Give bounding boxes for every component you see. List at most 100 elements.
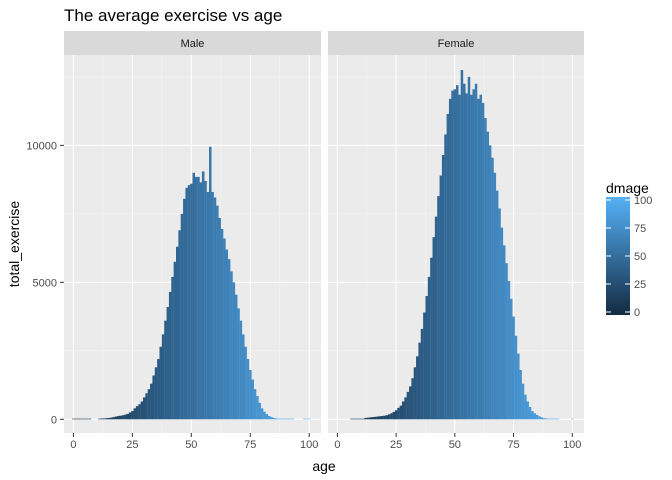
bar [441, 154, 445, 420]
bar [232, 282, 236, 420]
bar [272, 417, 276, 420]
bar [107, 417, 111, 420]
bar [157, 359, 160, 420]
bar [498, 208, 501, 420]
bar [488, 145, 492, 420]
bar [401, 401, 405, 420]
bar [84, 418, 87, 420]
bar [493, 172, 497, 420]
bars-female [350, 70, 574, 420]
bar [350, 418, 353, 420]
x-tick-label: 25 [390, 439, 402, 451]
bar [286, 418, 290, 420]
bar [392, 411, 396, 420]
bar [201, 171, 205, 420]
bar [152, 375, 155, 420]
bar [180, 213, 184, 420]
bar [109, 417, 113, 420]
bar [423, 312, 426, 420]
bar [481, 102, 485, 420]
bar [114, 416, 118, 420]
bar [460, 70, 464, 420]
bar [357, 418, 360, 420]
bar [369, 417, 372, 420]
bar [474, 83, 478, 420]
x-axis-label: age [312, 458, 336, 474]
strip-label-female: Female [438, 38, 475, 50]
bar [225, 249, 229, 420]
bar [199, 182, 203, 420]
panel-male: Male [64, 31, 321, 433]
bar [502, 245, 506, 420]
bar [554, 418, 558, 420]
bar [439, 175, 443, 420]
bar [284, 418, 287, 420]
bar [387, 414, 391, 420]
bar [251, 379, 254, 420]
bar [206, 191, 210, 420]
bar [510, 298, 513, 420]
bar [168, 291, 172, 420]
bar [244, 346, 247, 420]
legend-title: dmage [606, 180, 649, 196]
bar [427, 276, 431, 420]
bar [432, 237, 436, 420]
bar [126, 413, 129, 420]
bar [556, 418, 560, 420]
bar [371, 417, 374, 420]
bar [376, 416, 379, 420]
bar [159, 346, 162, 420]
x-tick-label: 75 [507, 439, 519, 451]
bar [260, 408, 264, 420]
x-tick-label: 0 [334, 439, 340, 451]
bar [385, 415, 389, 420]
x-tick-label: 100 [563, 439, 581, 451]
bar [355, 418, 358, 420]
y-tick-label: 5000 [33, 277, 57, 289]
legend-tick-label: 0 [634, 307, 640, 319]
x-tick-label: 50 [449, 439, 461, 451]
bar [204, 181, 207, 420]
bar [305, 418, 309, 420]
bar [140, 401, 144, 420]
bar [119, 415, 122, 420]
bar [227, 259, 231, 420]
y-tick-label: 0 [51, 414, 57, 426]
bar [472, 89, 475, 420]
bar [209, 146, 212, 420]
bar [409, 386, 412, 420]
bar [366, 417, 370, 420]
bars-male [72, 146, 311, 420]
panel-female: Female [328, 31, 584, 433]
bar [131, 411, 134, 420]
bar [267, 416, 271, 420]
bar [430, 257, 433, 420]
bar [479, 94, 482, 420]
bar [517, 353, 520, 420]
bar [128, 412, 132, 420]
bar [451, 90, 454, 420]
bar [533, 413, 536, 420]
bar [187, 185, 191, 420]
x-tick-label: 75 [244, 439, 256, 451]
bar [406, 391, 410, 420]
x-axis-male: 0 25 50 75 100 [70, 433, 318, 451]
bar [380, 416, 384, 420]
bar [437, 196, 440, 420]
bar [234, 294, 238, 420]
bar [411, 378, 414, 420]
y-axis: 0 5000 10000 [26, 140, 64, 426]
bar [138, 404, 141, 420]
bar [528, 406, 532, 420]
bar [289, 418, 292, 420]
legend-tick-label: 25 [634, 279, 646, 291]
bar [279, 418, 283, 420]
bar [112, 417, 115, 420]
bar [420, 328, 424, 420]
bar [531, 411, 534, 420]
bar [303, 418, 306, 420]
x-tick-label: 25 [126, 439, 138, 451]
bar [486, 131, 490, 420]
bar [535, 414, 539, 420]
bar [249, 370, 252, 420]
